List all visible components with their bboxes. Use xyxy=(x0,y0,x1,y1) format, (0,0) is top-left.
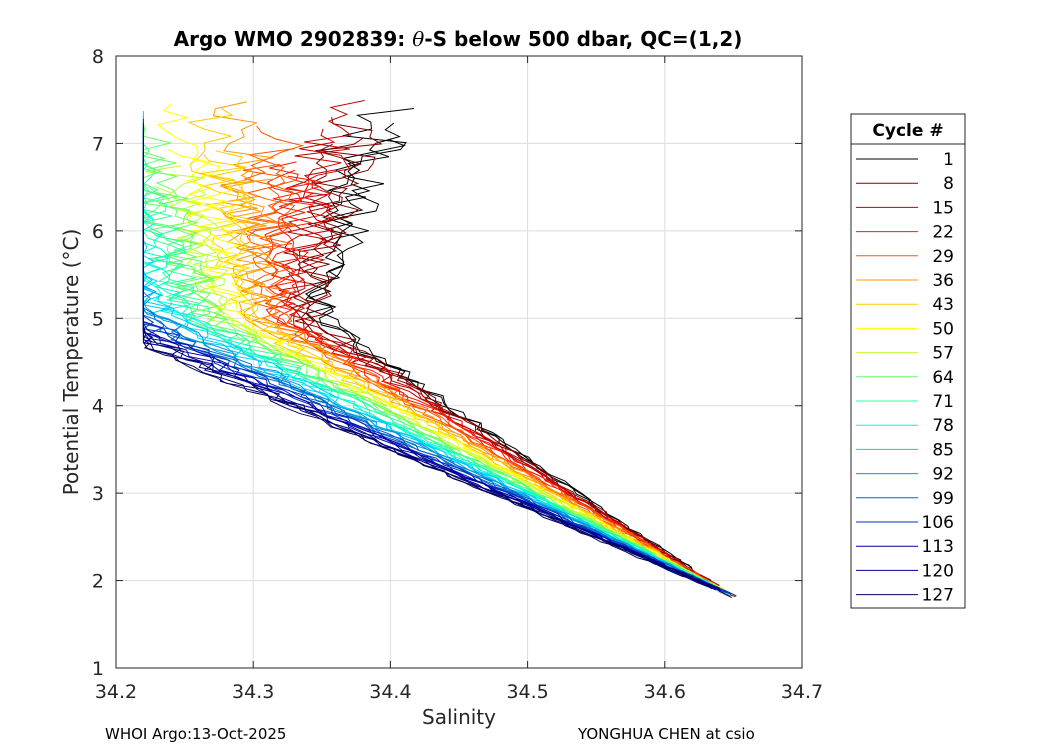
axis-ticks xyxy=(115,55,803,669)
legend-label: 78 xyxy=(932,416,954,436)
x-tick-label: 34.5 xyxy=(506,681,548,703)
legend-label: 50 xyxy=(932,319,954,339)
title-suffix: -S below 500 dbar, QC=(1,2) xyxy=(424,27,742,51)
profile-line-50 xyxy=(156,103,729,595)
profile-line-43 xyxy=(187,107,727,596)
y-tick-label: 4 xyxy=(92,396,104,418)
legend-label: 92 xyxy=(932,465,954,485)
x-tick-label: 34.6 xyxy=(644,681,686,703)
x-tick-label: 34.3 xyxy=(232,681,274,703)
y-tick-labels: 1 2 3 4 5 6 7 8 xyxy=(92,46,104,680)
legend-label: 85 xyxy=(932,440,954,460)
legend-box xyxy=(850,113,966,609)
profile-line-64 xyxy=(142,116,711,586)
y-tick-label: 3 xyxy=(92,483,104,505)
x-tick-labels: 34.2 34.3 34.4 34.5 34.6 34.7 xyxy=(95,681,823,703)
legend-title: Cycle # xyxy=(872,121,943,141)
profile-line-127 xyxy=(142,156,712,590)
title-prefix: Argo WMO 2902839: xyxy=(174,27,413,51)
legend-label: 15 xyxy=(932,198,954,218)
legend-label: 29 xyxy=(932,247,954,267)
legend-label: 57 xyxy=(932,344,954,364)
chart-title: Argo WMO 2902839: θ-S below 500 dbar, QC… xyxy=(174,27,743,51)
legend: Cycle # 1 8 15 22 29 36 43 50 57 64 71 78 85 92 99 106 1… xyxy=(850,113,966,609)
legend-label: 8 xyxy=(943,174,954,194)
y-tick-label: 2 xyxy=(92,571,104,593)
legend-label: 22 xyxy=(932,223,954,243)
legend-label: 99 xyxy=(932,489,954,509)
x-tick-label: 34.7 xyxy=(781,681,823,703)
legend-label: 113 xyxy=(922,537,954,557)
legend-label: 71 xyxy=(932,392,954,412)
profile-line-8 xyxy=(292,116,720,586)
y-tick-label: 5 xyxy=(92,308,104,330)
plot-area xyxy=(116,56,802,668)
x-tick-label: 34.4 xyxy=(369,681,411,703)
profile-line-64 xyxy=(141,145,728,597)
legend-label: 43 xyxy=(932,295,954,315)
profiles xyxy=(141,100,737,599)
legend-label: 120 xyxy=(922,561,954,581)
y-tick-label: 8 xyxy=(92,46,104,68)
title-theta-symbol: θ xyxy=(412,27,424,51)
y-tick-label: 7 xyxy=(92,133,104,155)
profile-line-1 xyxy=(307,122,733,595)
footer-author: YONGHUA CHEN at csio xyxy=(578,725,755,743)
profile-line-8 xyxy=(294,143,715,587)
x-tick-label: 34.2 xyxy=(95,681,137,703)
legend-label: 1 xyxy=(943,150,954,170)
legend-label: 64 xyxy=(932,368,954,388)
profile-line-8 xyxy=(289,137,736,598)
y-tick-label: 6 xyxy=(92,221,104,243)
x-axis-label: Salinity xyxy=(422,705,496,729)
profile-line-1 xyxy=(304,138,723,592)
plot-frame xyxy=(115,55,803,669)
legend-label: 36 xyxy=(932,271,954,291)
footer-source: WHOI Argo:13-Oct-2025 xyxy=(105,725,287,743)
y-axis-label: Potential Temperature (°C) xyxy=(59,229,83,496)
legend-label: 127 xyxy=(922,586,954,606)
y-tick-label: 1 xyxy=(92,658,104,680)
legend-label: 106 xyxy=(922,513,954,533)
profile-line-15 xyxy=(280,100,709,586)
profile-line-78 xyxy=(142,155,718,592)
